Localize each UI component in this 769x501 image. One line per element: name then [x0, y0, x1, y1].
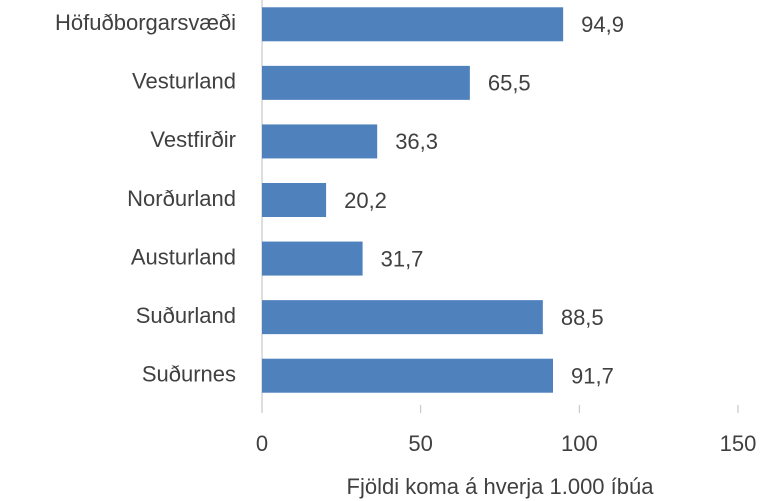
value-label: 94,9 [581, 12, 624, 37]
bar [262, 241, 363, 276]
bar [262, 124, 378, 159]
value-label: 91,7 [571, 364, 614, 389]
bar [262, 183, 327, 217]
y-tick-label: Suðurland [136, 303, 236, 328]
value-label: 65,5 [488, 71, 531, 96]
x-axis-label: Fjöldi koma á hverja 1.000 íbúa [347, 474, 655, 499]
value-label: 36,3 [395, 129, 438, 154]
x-tick-label: 0 [256, 431, 268, 456]
y-tick-label: Höfuðborgarsvæði [55, 10, 236, 35]
x-tick-label: 100 [561, 431, 598, 456]
bar [262, 358, 553, 393]
bar [262, 65, 470, 100]
bar [262, 300, 543, 335]
y-tick-label: Austurland [131, 244, 236, 269]
value-label: 20,2 [344, 188, 387, 213]
value-label: 31,7 [381, 246, 424, 271]
x-tick-label: 50 [408, 431, 432, 456]
bar [262, 7, 564, 42]
value-label: 88,5 [561, 305, 604, 330]
x-tick-label: 150 [720, 431, 757, 456]
y-tick-label: Suðurnes [142, 362, 236, 387]
y-tick-label: Norðurland [127, 186, 236, 211]
y-tick-label: Vesturland [132, 69, 236, 94]
y-tick-label: Vestfirðir [150, 127, 236, 152]
